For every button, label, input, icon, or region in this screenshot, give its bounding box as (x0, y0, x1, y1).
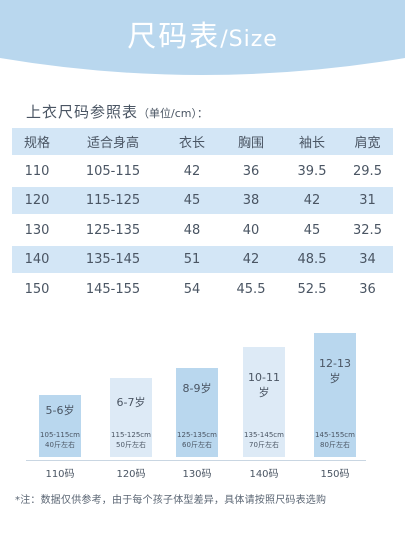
bar-size-label: 130码 (182, 469, 212, 480)
subtitle-unit: （单位/cm）： (138, 107, 208, 120)
table-cell: 48 (183, 222, 201, 238)
table-row: 140 135-145 51 42 48.5 34 (12, 246, 393, 273)
table-row: 120 115-125 45 38 42 31 (12, 187, 393, 214)
size-bar: 8-9岁 125-135cm 60斤左右 (176, 368, 218, 457)
bar-size-label: 110码 (45, 469, 75, 480)
table-cell: 42 (183, 163, 201, 179)
bar-age-label: 6-7岁 (116, 396, 146, 409)
header-cell: 衣长 (178, 136, 205, 151)
table-cell: 115-125 (85, 193, 141, 208)
table-cell: 34 (359, 252, 376, 267)
table-row: 130 125-135 48 40 45 32.5 (12, 217, 393, 243)
size-table: 规格 适合身高 衣长 胸围 袖长 肩宽 110 105-115 42 36 39… (12, 128, 393, 305)
table-cell: 29.5 (353, 163, 382, 179)
page-title: 尺码表/Size (0, 16, 405, 60)
table-cell: 150 (24, 281, 50, 297)
bar-age-label: 12-13岁 (319, 357, 351, 385)
subtitle-main: 上衣尺码参照表 (26, 103, 139, 121)
table-cell: 39.5 (297, 163, 327, 179)
bar-size-label: 140码 (249, 469, 279, 480)
size-bar: 6-7岁 115-125cm 50斤左右 (110, 378, 152, 457)
bars-baseline (26, 460, 366, 461)
table-cell: 45 (183, 193, 201, 208)
bar-weight-label: 80斤左右 (320, 441, 350, 449)
table-cell: 36 (242, 163, 260, 179)
table-cell: 145-155 (85, 281, 141, 297)
header-cell: 规格 (23, 136, 50, 151)
bar-height-label: 145-155cm (315, 431, 355, 439)
header-cell: 袖长 (298, 136, 325, 151)
size-bar: 10-11岁 135-145cm 70斤左右 (243, 347, 285, 457)
bar-weight-label: 70斤左右 (249, 441, 279, 449)
footnote: *注：数据仅供参考，由于每个孩子体型差异，具体请按照尺码表选购 (15, 495, 327, 506)
table-subtitle: 上衣尺码参照表（单位/cm）： (26, 101, 208, 122)
table-cell: 42 (242, 252, 260, 267)
title-cn: 尺码表 (127, 19, 221, 53)
bar-age-label: 5-6岁 (45, 404, 75, 417)
bar-age-label: 8-9岁 (182, 382, 212, 395)
size-bar: 12-13岁 145-155cm 80斤左右 (314, 333, 356, 457)
table-cell: 45 (303, 222, 321, 238)
table-cell: 38 (242, 193, 260, 208)
table-cell: 40 (242, 222, 260, 238)
table-cell: 120 (24, 193, 50, 208)
bar-weight-label: 60斤左右 (182, 441, 212, 449)
header-cell: 胸围 (237, 136, 264, 151)
table-cell: 110 (24, 163, 50, 179)
header-banner (0, 0, 405, 75)
bar-weight-label: 40斤左右 (45, 441, 75, 449)
table-cell: 130 (24, 222, 50, 238)
size-bar: 5-6岁 105-115cm 40斤左右 (39, 395, 81, 457)
bar-size-label: 150码 (320, 469, 350, 480)
bar-height-label: 105-115cm (40, 431, 80, 439)
table-cell: 135-145 (85, 252, 141, 267)
table-cell: 36 (359, 281, 376, 297)
bar-height-label: 135-145cm (244, 431, 284, 439)
table-cell: 51 (183, 252, 201, 267)
table-cell: 31 (359, 193, 376, 208)
bar-age-label: 10-11岁 (248, 371, 280, 399)
table-cell: 140 (24, 252, 50, 267)
bar-weight-label: 50斤左右 (116, 441, 146, 449)
table-cell: 48.5 (297, 252, 327, 267)
title-en: /Size (220, 27, 278, 52)
table-cell: 32.5 (353, 222, 382, 238)
table-cell: 125-135 (85, 222, 141, 238)
table-cell: 105-115 (85, 163, 141, 179)
table-cell: 52.5 (297, 281, 327, 297)
bar-height-label: 125-135cm (177, 431, 217, 439)
bar-size-label: 120码 (116, 469, 146, 480)
table-cell: 42 (303, 193, 321, 208)
table-header-row: 规格 适合身高 衣长 胸围 袖长 肩宽 (12, 128, 393, 155)
header-cell: 肩宽 (354, 136, 381, 151)
table-row: 110 105-115 42 36 39.5 29.5 (12, 158, 393, 184)
table-cell: 54 (183, 281, 201, 297)
header-cell: 适合身高 (86, 136, 139, 151)
table-cell: 45.5 (236, 281, 266, 297)
bar-height-label: 115-125cm (111, 431, 151, 439)
table-row: 150 145-155 54 45.5 52.5 36 (12, 276, 393, 302)
